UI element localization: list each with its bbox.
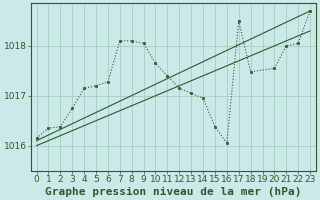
- X-axis label: Graphe pression niveau de la mer (hPa): Graphe pression niveau de la mer (hPa): [45, 186, 301, 197]
